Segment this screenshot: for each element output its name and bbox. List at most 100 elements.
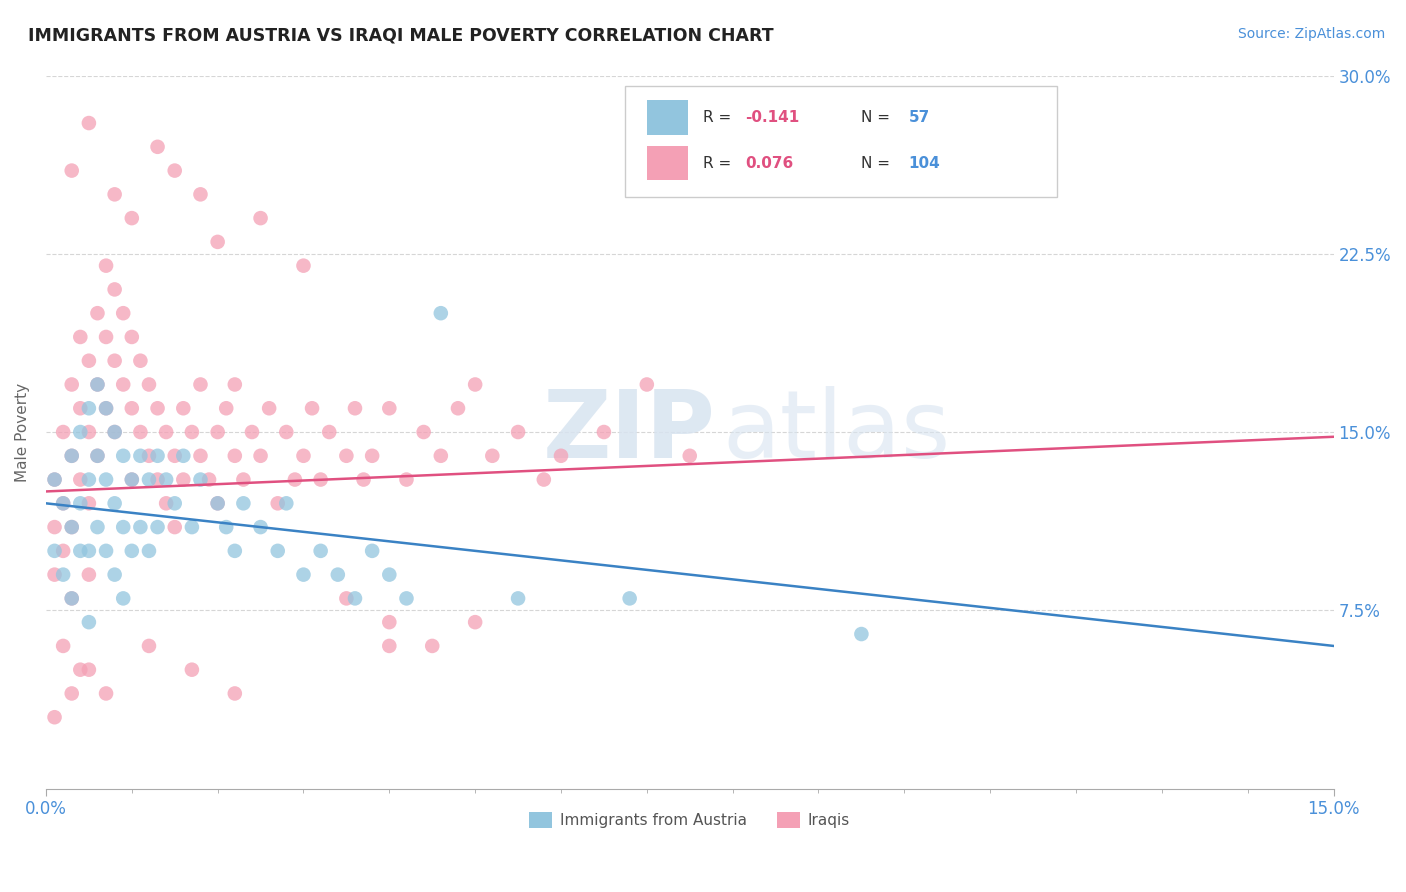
Point — [69, 401, 91, 416]
Legend: Immigrants from Austria, Iraqis: Immigrants from Austria, Iraqis — [523, 806, 856, 834]
Point — [361, 544, 384, 558]
Point — [77, 615, 100, 629]
Point — [292, 567, 315, 582]
FancyBboxPatch shape — [647, 146, 689, 180]
FancyBboxPatch shape — [647, 101, 689, 135]
Point — [172, 449, 194, 463]
Point — [86, 449, 108, 463]
Point — [190, 377, 212, 392]
Point — [224, 449, 246, 463]
Point — [77, 544, 100, 558]
Point — [94, 401, 117, 416]
Point — [104, 567, 127, 582]
Point — [138, 449, 160, 463]
Point — [77, 353, 100, 368]
Point — [292, 449, 315, 463]
Point — [267, 544, 290, 558]
Point — [44, 544, 66, 558]
Point — [60, 520, 83, 534]
Point — [77, 496, 100, 510]
Point — [232, 496, 254, 510]
Point — [60, 591, 83, 606]
Point — [412, 425, 434, 439]
Point — [129, 353, 152, 368]
Point — [146, 140, 169, 154]
Y-axis label: Male Poverty: Male Poverty — [15, 383, 30, 482]
Point — [232, 473, 254, 487]
Point — [335, 591, 357, 606]
Point — [155, 496, 177, 510]
Point — [224, 686, 246, 700]
Point — [292, 259, 315, 273]
Point — [86, 449, 108, 463]
Point — [86, 520, 108, 534]
Point — [52, 567, 75, 582]
Point — [138, 473, 160, 487]
Point — [60, 520, 83, 534]
Point — [60, 449, 83, 463]
Point — [679, 449, 702, 463]
Point — [155, 473, 177, 487]
Point — [481, 449, 503, 463]
Point — [267, 496, 290, 510]
Point — [86, 306, 108, 320]
Point — [60, 377, 83, 392]
Point — [138, 377, 160, 392]
Point — [420, 639, 443, 653]
Point — [318, 425, 340, 439]
Point — [112, 377, 135, 392]
Point — [52, 425, 75, 439]
Point — [44, 473, 66, 487]
Point — [52, 496, 75, 510]
Point — [309, 544, 332, 558]
Point — [550, 449, 572, 463]
Point — [94, 401, 117, 416]
Point — [224, 377, 246, 392]
Point — [94, 473, 117, 487]
Point — [121, 401, 143, 416]
Point — [190, 473, 212, 487]
Point — [257, 401, 280, 416]
Point — [121, 330, 143, 344]
Point — [94, 544, 117, 558]
Point — [146, 401, 169, 416]
Point — [104, 496, 127, 510]
Point — [207, 425, 229, 439]
Point — [190, 449, 212, 463]
Point — [104, 425, 127, 439]
Point — [104, 282, 127, 296]
Point — [593, 425, 616, 439]
Point — [163, 163, 186, 178]
Point — [378, 567, 401, 582]
Point — [94, 259, 117, 273]
Point — [52, 496, 75, 510]
Point — [77, 116, 100, 130]
Point — [77, 473, 100, 487]
Point — [619, 591, 641, 606]
Point — [94, 686, 117, 700]
Point — [309, 473, 332, 487]
Point — [104, 425, 127, 439]
Point — [172, 401, 194, 416]
Text: ZIP: ZIP — [543, 386, 716, 478]
FancyBboxPatch shape — [626, 87, 1057, 197]
Point — [378, 401, 401, 416]
Point — [284, 473, 307, 487]
Point — [361, 449, 384, 463]
Point — [146, 449, 169, 463]
Point — [129, 520, 152, 534]
Point — [44, 520, 66, 534]
Point — [77, 567, 100, 582]
Point — [506, 591, 529, 606]
Point — [69, 496, 91, 510]
Point — [180, 425, 202, 439]
Point — [60, 591, 83, 606]
Text: 0.076: 0.076 — [745, 156, 793, 170]
Point — [112, 449, 135, 463]
Point — [86, 377, 108, 392]
Point — [121, 211, 143, 226]
Point — [276, 425, 298, 439]
Point — [215, 520, 238, 534]
Point — [249, 211, 271, 226]
Point — [207, 235, 229, 249]
